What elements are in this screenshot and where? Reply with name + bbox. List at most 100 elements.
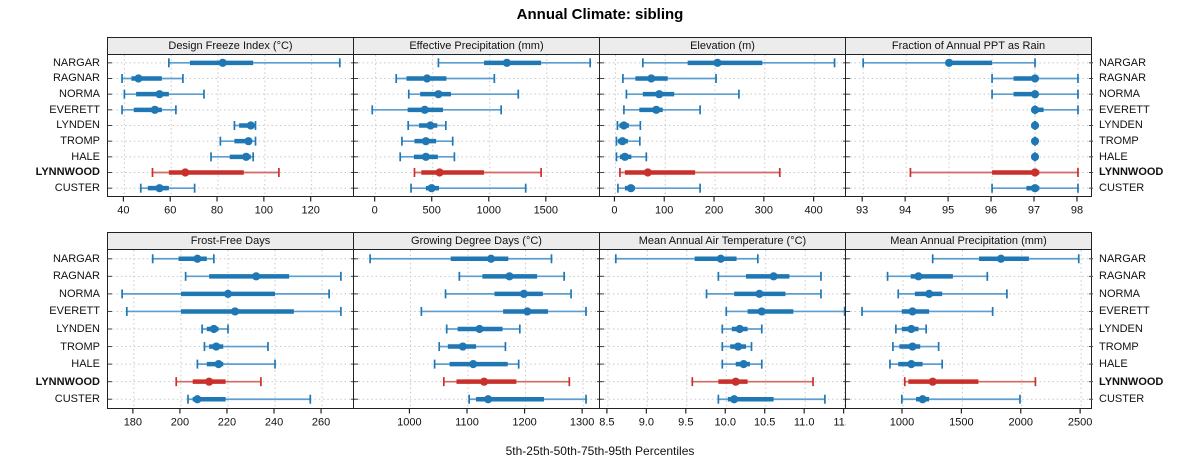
median-dot <box>134 74 143 83</box>
axis-tick-label: 220 <box>218 417 236 429</box>
median-dot <box>730 395 739 404</box>
site-label: CUSTER <box>54 182 100 195</box>
axis-tick-label: 60 <box>164 205 176 217</box>
panel-x-axis: 8.5 9.0 9.5 10.0 10.5 11.0 11.5 <box>599 409 846 429</box>
panel-x-axis: 0 100 200 300 400 <box>611 197 823 217</box>
median-dot <box>502 58 511 67</box>
median-dot <box>475 324 484 334</box>
panel: Frost-Free Days 180 200 220 240 260 <box>107 232 355 430</box>
panel: Design Freeze Index (°C) 40 60 80 100 120 <box>107 37 355 218</box>
panel-plot <box>846 250 1093 408</box>
site-label: HALE <box>71 150 100 163</box>
median-dot <box>181 168 190 177</box>
panel-plot <box>108 55 355 196</box>
axis-tick-label: 0 <box>372 205 378 217</box>
chart-title: Annual Climate: sibling <box>516 6 684 23</box>
site-label: HALE <box>71 358 100 371</box>
site-label: NORMA <box>1099 287 1140 300</box>
axis-tick-label: 9.5 <box>678 417 693 429</box>
panel-x-axis: 40 60 80 100 120 <box>117 197 320 217</box>
median-dot <box>486 254 496 263</box>
site-label: LYNNWOOD <box>1099 375 1164 388</box>
panel-x-axis: 0 500 1000 1500 <box>372 197 558 217</box>
site-labels-left: NARGAR RAGNAR NORMA EVERETT LYNDEN TROMP HALE L… <box>0 232 107 408</box>
panel-header: Design Freeze Index (°C) <box>108 38 353 55</box>
site-label: NARGAR <box>1099 252 1147 265</box>
axis-tick-label: 40 <box>117 205 129 217</box>
site-label: RAGNAR <box>52 270 100 283</box>
median-dot <box>193 395 202 404</box>
panel-plot <box>108 250 355 408</box>
axis-tick-label: 9.0 <box>639 417 654 429</box>
panel-x-axis: 93 94 95 96 97 98 <box>856 197 1083 217</box>
median-dot <box>918 395 927 404</box>
median-dot <box>150 105 159 114</box>
panel: Growing Degree Days (°C) 1000 1100 1200 1300 <box>353 232 601 430</box>
median-dot <box>214 360 223 369</box>
median-dot <box>716 254 725 263</box>
median-dot <box>733 342 743 351</box>
median-dot <box>469 360 478 369</box>
axis-tick-label: 11.0 <box>794 417 815 429</box>
median-dot <box>731 377 740 386</box>
panel-header: Mean Annual Precipitation (mm) <box>846 233 1091 250</box>
site-label: TROMP <box>60 340 100 353</box>
median-dot <box>1030 168 1040 177</box>
panel-box: Frost-Free Days <box>107 232 355 409</box>
axis-tick-label: 200 <box>171 417 189 429</box>
panel-box: Elevation (m) <box>599 37 847 197</box>
axis-tick-label: 120 <box>302 205 320 217</box>
axis-tick-label: 1000 <box>890 417 914 429</box>
median-dot <box>155 90 164 99</box>
median-dot <box>619 121 629 130</box>
site-label: TROMP <box>1099 340 1139 353</box>
site-label: NORMA <box>1099 88 1140 101</box>
panel: Effective Precipitation (mm) 0 500 1000 1500 <box>353 37 601 218</box>
site-label: TROMP <box>1099 135 1139 148</box>
axis-tick-label: 100 <box>655 205 673 217</box>
axis-tick-label: 260 <box>312 417 330 429</box>
panel-header: Elevation (m) <box>600 38 845 55</box>
panel-plot <box>354 55 601 196</box>
axis-tick-label: 1500 <box>949 417 973 429</box>
median-dot <box>1030 121 1040 130</box>
median-dot <box>713 58 722 67</box>
median-dot <box>1030 184 1040 193</box>
axis-tick-label: 1000 <box>477 205 501 217</box>
median-dot <box>647 74 656 83</box>
panels-strip: Frost-Free Days 180 200 220 240 260 Growing De… <box>107 232 1093 430</box>
axis-tick-label: 2000 <box>1009 417 1033 429</box>
site-labels-right: NARGAR RAGNAR NORMA EVERETT LYNDEN TROMP HALE L… <box>1092 232 1197 408</box>
median-dot <box>655 90 664 99</box>
site-label: LYNDEN <box>56 119 100 132</box>
median-dot <box>907 324 916 334</box>
site-label: NORMA <box>59 287 100 300</box>
median-dot <box>925 289 934 298</box>
site-label: CUSTER <box>1099 182 1145 195</box>
axis-tick-label: 10.0 <box>715 417 736 429</box>
site-label: EVERETT <box>49 305 100 318</box>
median-dot <box>246 121 255 130</box>
site-label: LYNNWOOD <box>35 166 100 179</box>
median-dot <box>1030 74 1040 83</box>
axis-tick-label: 10.5 <box>754 417 775 429</box>
median-dot <box>944 58 954 67</box>
site-label: EVERETT <box>1099 103 1150 116</box>
median-dot <box>908 342 917 351</box>
panel-header: Fraction of Annual PPT as Rain <box>846 38 1091 55</box>
median-dot <box>996 254 1006 263</box>
median-dot <box>458 342 467 351</box>
site-label: NORMA <box>59 88 100 101</box>
median-dot <box>242 152 251 161</box>
median-dot <box>230 307 240 316</box>
median-dot <box>505 272 514 281</box>
median-dot <box>420 105 429 114</box>
panels-strip: Design Freeze Index (°C) 40 60 80 100 120 Effe… <box>107 37 1093 218</box>
median-dot <box>1030 137 1040 146</box>
site-label: RAGNAR <box>1099 72 1147 85</box>
axis-tick-label: 500 <box>423 205 441 217</box>
median-dot <box>928 377 937 386</box>
median-dot <box>757 307 766 316</box>
site-labels-left: NARGAR RAGNAR NORMA EVERETT LYNDEN TROMP HALE L… <box>0 37 107 196</box>
